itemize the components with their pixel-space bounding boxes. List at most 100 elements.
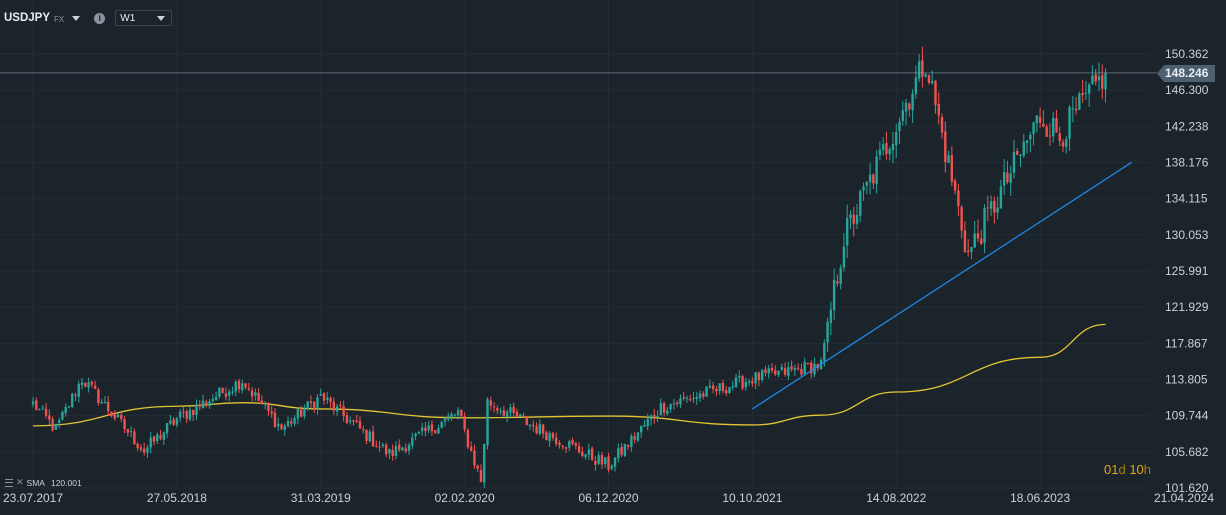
candle-body: [963, 230, 967, 252]
info-icon[interactable]: i: [94, 12, 106, 24]
candle-body: [214, 396, 218, 401]
candle-body: [1038, 116, 1042, 123]
candle-body: [319, 394, 322, 396]
candle-body: [1058, 133, 1061, 142]
candle-body: [636, 432, 640, 441]
candle-body: [384, 444, 388, 455]
candle-body: [914, 77, 918, 94]
candle-body: [653, 414, 656, 418]
candle-body: [623, 444, 627, 457]
y-tick-label: 142.238: [1165, 119, 1209, 133]
candle-body: [447, 415, 450, 420]
candle-body: [538, 424, 542, 435]
candle-body: [731, 386, 734, 388]
candle-body: [1029, 134, 1032, 140]
candle-body: [87, 382, 90, 388]
candle-body: [414, 433, 417, 437]
candle-body: [911, 93, 914, 111]
candle-body: [378, 446, 381, 448]
y-tick-label: 121.929: [1165, 300, 1209, 314]
candle-body: [453, 414, 457, 416]
candle-body: [754, 372, 757, 384]
candle-body: [675, 402, 679, 404]
candle-body: [1019, 154, 1022, 156]
candle-body: [881, 144, 885, 151]
candle-body: [175, 418, 179, 425]
candle-body: [185, 411, 188, 419]
candle-body: [842, 246, 846, 268]
candle-body: [702, 393, 705, 397]
candle-body: [1071, 108, 1075, 110]
candle-body: [950, 155, 954, 182]
candle-body: [590, 448, 594, 460]
candle-body: [1101, 75, 1104, 89]
candle-body: [358, 420, 362, 429]
candle-body: [685, 397, 689, 400]
x-tick-label: 06.12.2020: [578, 491, 638, 505]
candle-body: [584, 454, 587, 457]
candle-body: [368, 431, 371, 442]
candle-body: [525, 415, 528, 426]
candle-body: [617, 448, 620, 459]
candle-body: [718, 383, 721, 391]
x-tick-label: 21.04.2024: [1154, 491, 1214, 505]
candle-body: [790, 366, 793, 370]
candle-body: [934, 80, 937, 105]
candle-body: [669, 404, 672, 410]
candle-body: [221, 387, 224, 393]
symbol-label[interactable]: USDJPY: [4, 12, 51, 24]
candle-body: [71, 393, 74, 407]
remove-indicator-close-icon[interactable]: ✕: [16, 477, 24, 487]
candle-body: [51, 418, 54, 431]
indicator-settings-icon[interactable]: [5, 478, 13, 487]
candle-body: [921, 60, 924, 77]
candle-body: [715, 388, 718, 392]
candle-body: [672, 403, 676, 405]
candle-body: [855, 215, 859, 224]
indicator-name: SMA: [26, 477, 45, 488]
candle-body: [456, 410, 460, 416]
candle-body: [976, 233, 980, 239]
candle-body: [54, 423, 58, 430]
symbol-dropdown-chevron-down-icon[interactable]: [72, 15, 81, 21]
candle-body: [604, 457, 607, 465]
x-tick-label: 10.10.2021: [722, 491, 782, 505]
candle-body: [404, 448, 407, 452]
candle-body: [705, 386, 708, 397]
interval-selector[interactable]: W1: [115, 10, 173, 26]
candle-body: [734, 377, 738, 388]
candle-body: [764, 369, 767, 373]
candle-body: [738, 375, 741, 378]
candle-body: [136, 443, 139, 449]
candle-body: [293, 418, 296, 424]
countdown-days-unit: d: [1118, 462, 1126, 477]
x-tick-label: 02.02.2020: [435, 491, 495, 505]
candle-body: [348, 420, 352, 422]
current-price-tag: 148.246: [1157, 65, 1215, 82]
y-tick-label: 125.991: [1165, 264, 1209, 278]
candle-body: [401, 447, 404, 451]
candle-body: [509, 407, 512, 413]
candle-body: [299, 408, 303, 417]
candle-body: [770, 367, 774, 371]
candle-body: [1032, 122, 1035, 135]
candle-body: [767, 368, 770, 374]
candle-body: [528, 424, 532, 427]
candle-body: [123, 419, 126, 430]
candle-body: [806, 363, 810, 365]
candle-body: [250, 390, 254, 397]
candle-body: [1068, 107, 1071, 139]
candle-body: [793, 368, 797, 371]
candle-body: [97, 389, 100, 404]
candle-body: [159, 435, 162, 439]
candle-body: [633, 436, 636, 440]
candle-body: [1045, 126, 1048, 137]
candle-body: [407, 444, 411, 451]
candle-body: [610, 465, 613, 469]
candle-body: [303, 409, 306, 417]
candle-body: [64, 406, 67, 414]
candle-body: [469, 446, 473, 451]
candle-body: [205, 401, 208, 405]
candle-body: [957, 190, 960, 207]
